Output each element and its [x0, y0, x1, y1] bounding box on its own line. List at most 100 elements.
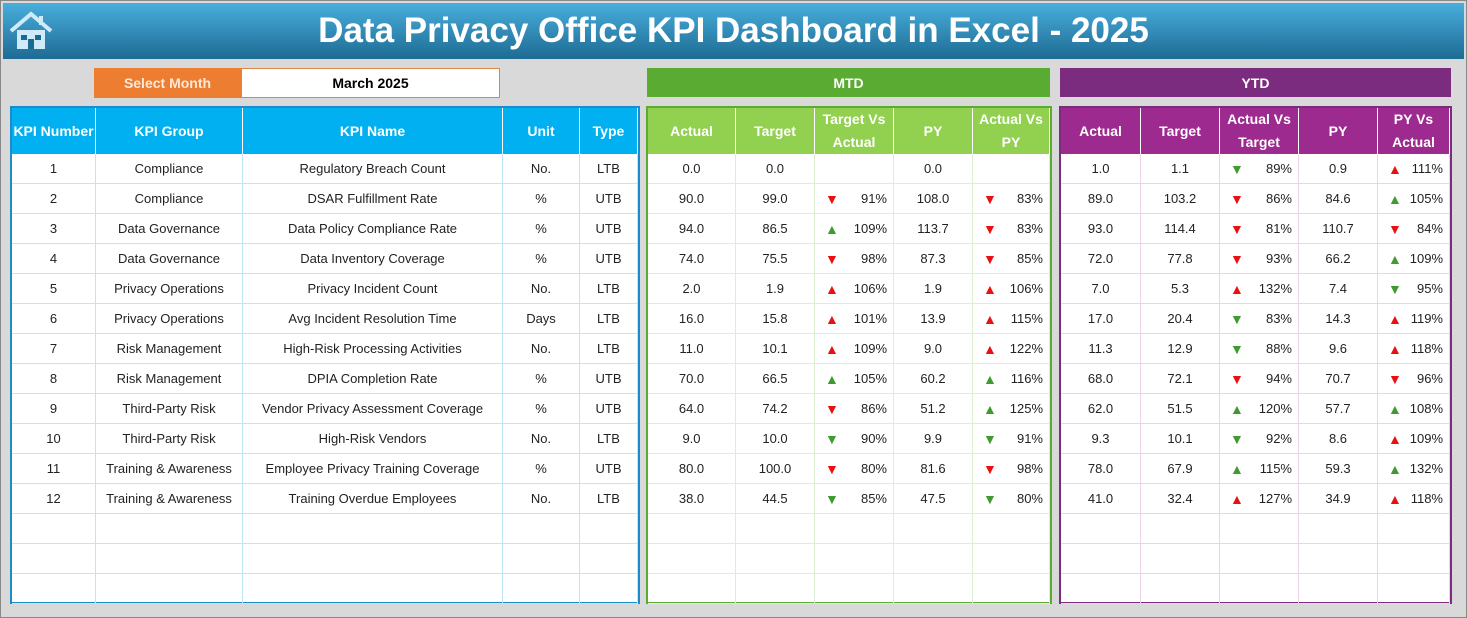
ytd-cell: ▼ 81% — [1220, 214, 1299, 244]
mtd-percent: 106% — [853, 281, 887, 296]
ytd-cell: 9.6 — [1299, 334, 1378, 364]
kpi-cell: UTB — [580, 214, 638, 244]
mtd-percent: 115% — [1010, 311, 1043, 326]
triangle-down-icon: ▼ — [983, 430, 997, 447]
kpi-cell: Data Governance — [96, 214, 243, 244]
ytd-cell: 77.8 — [1141, 244, 1220, 274]
mtd-cell: 9.9 — [894, 424, 973, 454]
triangle-up-icon: ▲ — [1388, 400, 1402, 417]
mtd-cell: 10.1 — [736, 334, 815, 364]
kpi-cell: 4 — [12, 244, 96, 274]
mtd-header-cell: Target — [736, 108, 815, 154]
ytd-cell — [1378, 544, 1450, 574]
mtd-percent: 125% — [1009, 401, 1043, 416]
ytd-cell: 1.0 — [1061, 154, 1141, 184]
ytd-header-cell: PY Vs Actual — [1378, 108, 1450, 154]
mtd-cell: ▼ 91% — [815, 184, 894, 214]
kpi-cell: Privacy Operations — [96, 274, 243, 304]
mtd-cell: ▼ 91% — [973, 424, 1050, 454]
kpi-row — [12, 574, 638, 604]
ytd-row: 78.0 67.9 ▲ 115% 59.3 ▲ 132% — [1061, 454, 1450, 484]
ytd-cell: 1.1 — [1141, 154, 1220, 184]
triangle-down-icon: ▼ — [1230, 430, 1244, 447]
ytd-cell: 20.4 — [1141, 304, 1220, 334]
mtd-cell — [815, 544, 894, 574]
ytd-cell: 5.3 — [1141, 274, 1220, 304]
kpi-cell: Risk Management — [96, 334, 243, 364]
ytd-cell — [1061, 514, 1141, 544]
ytd-header-cell: Target — [1141, 108, 1220, 154]
ytd-cell — [1299, 544, 1378, 574]
kpi-row: 1 Compliance Regulatory Breach Count No. LTB — [12, 154, 638, 184]
mtd-cell: 15.8 — [736, 304, 815, 334]
ytd-cell: 78.0 — [1061, 454, 1141, 484]
triangle-up-icon: ▲ — [825, 370, 839, 387]
kpi-row: 2 Compliance DSAR Fulfillment Rate% UTB — [12, 184, 638, 214]
ytd-header-cell: Actual Vs Target — [1220, 108, 1299, 154]
mtd-header-cell: Target Vs Actual — [815, 108, 894, 154]
mtd-cell: 74.0 — [648, 244, 736, 274]
mtd-percent: 106% — [1009, 281, 1043, 296]
ytd-cell: 32.4 — [1141, 484, 1220, 514]
kpi-cell: UTB — [580, 364, 638, 394]
kpi-row: 3 Data Governance Data Policy Compliance R… — [12, 214, 638, 244]
kpi-row: 5 Privacy Operations Privacy Incident Coun… — [12, 274, 638, 304]
mtd-cell: 16.0 — [648, 304, 736, 334]
mtd-cell: ▼ 90% — [815, 424, 894, 454]
mtd-cell: 108.0 — [894, 184, 973, 214]
kpi-header-cell: Unit — [503, 108, 580, 154]
kpi-cell: LTB — [580, 154, 638, 184]
ytd-cell — [1299, 574, 1378, 604]
kpi-row: 6 Privacy Operations Avg Incident Resoluti… — [12, 304, 638, 334]
ytd-cell: ▲ 115% — [1220, 454, 1299, 484]
triangle-up-icon: ▲ — [1230, 280, 1244, 297]
triangle-up-icon: ▲ — [1388, 190, 1402, 207]
ytd-header-row: Actual Target Actual Vs Target PY PY Vs Actu… — [1061, 108, 1450, 154]
kpi-cell: Third-Party Risk — [96, 394, 243, 424]
ytd-percent: 109% — [1409, 251, 1443, 266]
ytd-row: 62.0 51.5 ▲ 120% 57.7 ▲ 108% — [1061, 394, 1450, 424]
mtd-cell — [648, 544, 736, 574]
mtd-percent: 83% — [1016, 191, 1043, 206]
mtd-percent: 86% — [860, 401, 887, 416]
kpi-cell: Data Governance — [96, 244, 243, 274]
mtd-percent: 98% — [1016, 461, 1043, 476]
kpi-cell — [503, 514, 580, 544]
mtd-cell: 64.0 — [648, 394, 736, 424]
mtd-header-cell: PY — [894, 108, 973, 154]
ytd-percent: 89% — [1265, 161, 1292, 176]
mtd-cell: 60.2 — [894, 364, 973, 394]
mtd-row — [648, 544, 1050, 574]
kpi-cell — [96, 544, 243, 574]
ytd-cell: 14.3 — [1299, 304, 1378, 334]
triangle-up-icon: ▲ — [1230, 460, 1244, 477]
ytd-percent: 111% — [1411, 161, 1443, 176]
triangle-up-icon: ▲ — [1388, 250, 1402, 267]
mtd-cell: 0.0 — [736, 154, 815, 184]
ytd-cell: 51.5 — [1141, 394, 1220, 424]
kpi-cell: 12 — [12, 484, 96, 514]
triangle-up-icon: ▲ — [825, 340, 839, 357]
triangle-down-icon: ▼ — [1230, 190, 1244, 207]
mtd-cell: 75.5 — [736, 244, 815, 274]
home-icon[interactable] — [9, 11, 53, 51]
mtd-percent: 90% — [860, 431, 887, 446]
mtd-cell: 100.0 — [736, 454, 815, 484]
mtd-percent: 109% — [853, 221, 887, 236]
mtd-cell: ▼ 83% — [973, 184, 1050, 214]
mtd-percent: 98% — [860, 251, 887, 266]
ytd-cell: 67.9 — [1141, 454, 1220, 484]
mtd-row: 64.0 74.2 ▼ 86% 51.2 ▲ 125% — [648, 394, 1050, 424]
kpi-cell: 11 — [12, 454, 96, 484]
ytd-percent: 120% — [1258, 401, 1292, 416]
select-month-label: Select Month — [94, 68, 241, 98]
ytd-cell: 68.0 — [1061, 364, 1141, 394]
kpi-cell: Employee Privacy Training Coverage — [243, 454, 503, 484]
ytd-row: 89.0 103.2 ▼ 86% 84.6 ▲ 105% — [1061, 184, 1450, 214]
mtd-cell: ▼ 80% — [815, 454, 894, 484]
ytd-cell: ▼ 84% — [1378, 214, 1450, 244]
triangle-down-icon: ▼ — [1230, 220, 1244, 237]
month-dropdown[interactable]: March 2025 — [241, 68, 500, 98]
mtd-title: MTD — [647, 68, 1050, 97]
mtd-percent: 80% — [1016, 491, 1043, 506]
